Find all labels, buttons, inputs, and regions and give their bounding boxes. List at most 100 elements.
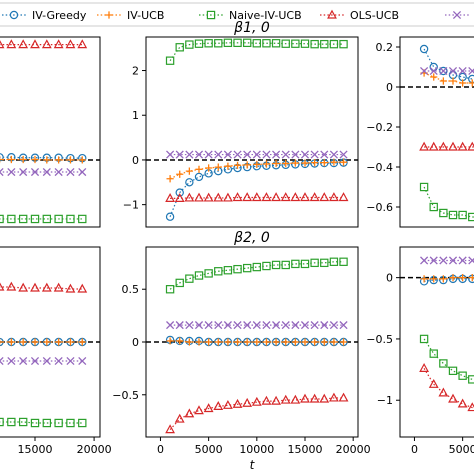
data-point [428, 141, 439, 151]
data-point [251, 192, 262, 202]
data-point [262, 39, 271, 48]
data-point [251, 396, 262, 406]
data-point [428, 378, 439, 388]
data-point [175, 278, 184, 288]
y-tick-label: 0.5 [122, 283, 140, 296]
data-point [448, 393, 458, 403]
data-point [30, 282, 40, 292]
data-point [243, 338, 251, 346]
series-rt [420, 256, 474, 265]
data-point [54, 167, 63, 177]
data-point [65, 39, 76, 49]
data-point [429, 66, 438, 76]
x-tick-label: 5000 [195, 443, 223, 456]
data-point [243, 150, 252, 159]
data-point [30, 418, 40, 428]
data-point [205, 164, 213, 172]
data-point [175, 43, 184, 52]
data-point [291, 259, 300, 269]
data-point [19, 167, 28, 177]
data-point [176, 170, 184, 178]
data-point [301, 159, 309, 167]
data-point [42, 356, 51, 366]
legend-marker-x [452, 10, 462, 20]
series-ols-ucb [165, 192, 349, 202]
legend-item-iv-greedy: IV-Greedy [2, 9, 87, 22]
subplot-4: γ21500020000 [0, 246, 112, 456]
data-point [18, 282, 29, 292]
plot-area [400, 44, 474, 222]
data-point [282, 159, 290, 168]
data-point [18, 39, 29, 49]
data-point [329, 321, 338, 330]
data-point [224, 162, 232, 170]
data-point [203, 403, 214, 413]
data-point [320, 159, 328, 167]
data-point [262, 150, 271, 159]
data-point [194, 321, 204, 330]
series-naive-iv-ucb [165, 257, 348, 294]
series-line [170, 196, 344, 199]
x-tick-label: 0 [411, 443, 418, 456]
data-point [194, 39, 204, 48]
data-point [419, 182, 429, 192]
data-point [339, 150, 348, 159]
data-point [165, 56, 175, 65]
series-rt [0, 167, 87, 177]
legend-label: OLS-UCB [350, 9, 399, 22]
series-rt [166, 321, 348, 330]
axes-frame [399, 246, 474, 438]
series-iv-ucb [166, 158, 348, 183]
data-point [468, 256, 474, 265]
data-point [272, 150, 281, 159]
data-point [194, 150, 204, 159]
data-point [194, 192, 204, 202]
y-tick-label: 0 [386, 272, 393, 285]
data-point [18, 214, 28, 224]
data-point [175, 150, 184, 159]
data-point [310, 258, 319, 268]
data-point [42, 418, 52, 428]
data-point [205, 338, 213, 346]
data-point [31, 338, 39, 346]
plot-area [146, 257, 358, 434]
data-point [272, 321, 281, 330]
data-point [429, 349, 438, 358]
data-point [185, 178, 194, 187]
legend-label: IV-UCB [127, 9, 164, 22]
data-point [309, 393, 320, 403]
x-tick-label: 20000 [336, 443, 371, 456]
legend: IV-Greedy IV-UCB Naive-IV-UCB OLS-UCB RT [0, 2, 474, 27]
data-point [233, 338, 242, 346]
data-point [330, 338, 338, 346]
data-point [429, 202, 438, 212]
data-point [165, 424, 176, 434]
data-point [43, 338, 51, 346]
data-point [0, 338, 4, 346]
data-point [429, 62, 438, 72]
data-point [243, 321, 252, 330]
data-point [262, 338, 271, 346]
data-point [65, 283, 76, 293]
data-point [42, 214, 52, 224]
data-point [338, 192, 349, 202]
data-point [271, 395, 282, 405]
x-tick-label: 20000 [77, 443, 112, 456]
data-point [242, 192, 253, 202]
data-point [262, 321, 271, 330]
data-point [77, 283, 88, 293]
data-point [66, 356, 75, 366]
data-point [195, 165, 203, 173]
data-point [223, 321, 232, 330]
data-point [18, 417, 28, 427]
y-tick-label: −0.6 [366, 201, 393, 214]
data-point [0, 153, 4, 162]
data-point [242, 263, 252, 273]
series-line [169, 42, 344, 62]
data-point [54, 356, 63, 366]
data-point [330, 158, 338, 166]
data-point [253, 338, 261, 346]
data-point [429, 256, 438, 265]
data-point [243, 161, 251, 169]
data-point [166, 150, 175, 159]
